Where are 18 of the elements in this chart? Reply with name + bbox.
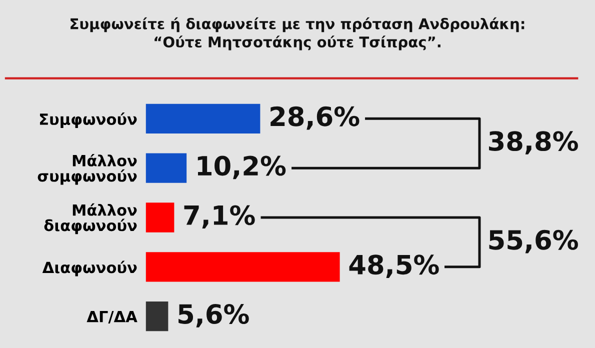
bar — [146, 252, 340, 282]
data-label: 28,6% — [270, 106, 360, 130]
chart-title: Συμφωνείτε ή διαφωνείτε με την πρόταση Ανδρουλάκη: “Ούτε Μητσοτάκης ούτε Τσίπρας”. — [70, 17, 524, 50]
bar — [146, 153, 187, 183]
text: 38,8% — [489, 131, 578, 154]
y-tick-label: Συμφωνούν — [40, 112, 137, 128]
y-tick-label: Μάλλον συμφωνούν — [38, 154, 137, 185]
bar — [146, 302, 168, 332]
data-label: 48,5% — [349, 254, 439, 278]
data-label: 5,6% — [178, 304, 249, 328]
text: 55,6% — [489, 230, 578, 254]
data-label: 7,1% — [184, 205, 255, 229]
bar — [146, 104, 260, 134]
y-tick-label: Διαφωνούν — [42, 260, 137, 276]
data-label: 10,2% — [198, 156, 286, 180]
y-tick-label: Μάλλον διαφωνούν — [44, 203, 137, 234]
bar — [146, 202, 174, 232]
y-tick-label: ΔΓ/ΔΑ — [86, 311, 138, 324]
